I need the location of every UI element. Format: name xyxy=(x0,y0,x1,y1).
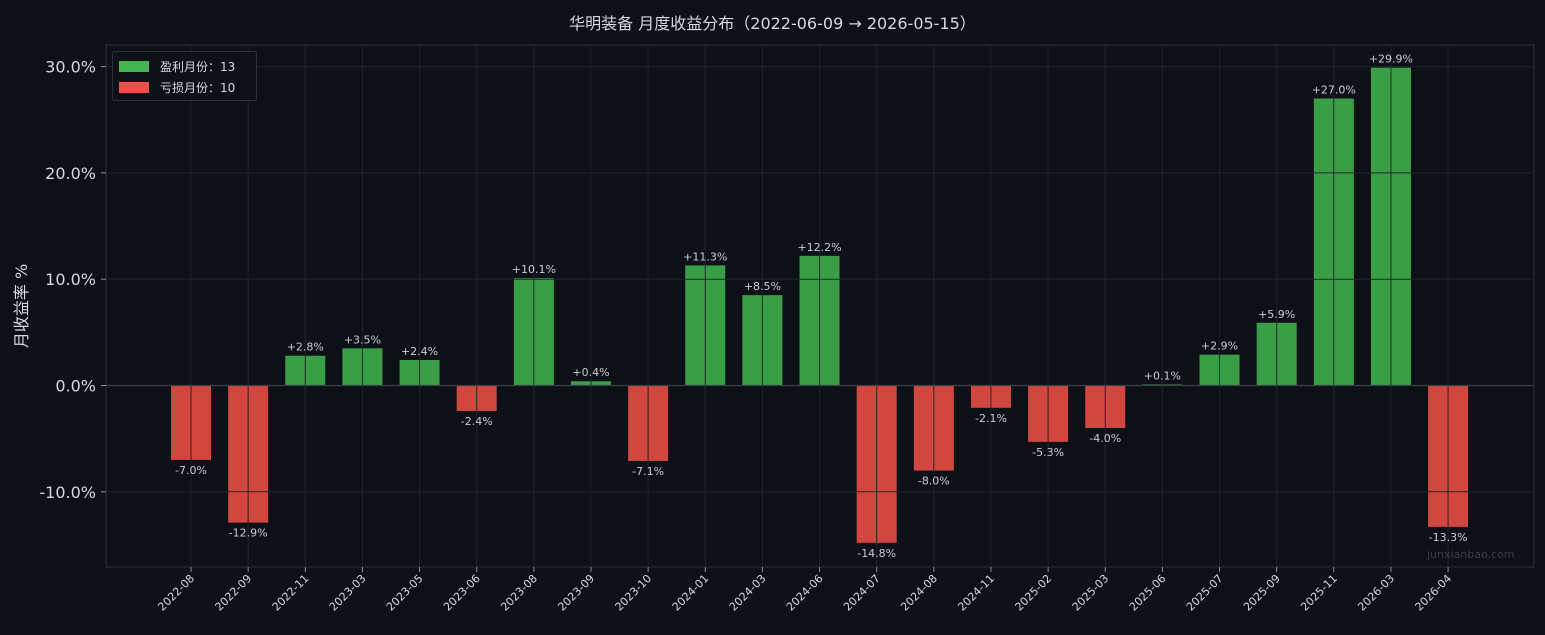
bar-value-label: -2.4% xyxy=(461,415,493,428)
bar-value-label: -8.0% xyxy=(918,475,950,488)
x-tick-label: 2025-03 xyxy=(1070,572,1112,614)
bar-value-label: +2.9% xyxy=(1201,340,1238,353)
bar-value-label: +12.2% xyxy=(797,241,841,254)
bar-value-label: +0.4% xyxy=(572,366,609,379)
x-tick-label: 2026-04 xyxy=(1413,572,1455,614)
bar-value-label: -13.3% xyxy=(1429,531,1468,544)
legend-swatch-loss xyxy=(119,81,149,93)
x-tick-label: 2026-03 xyxy=(1355,572,1397,614)
y-tick-label: 0.0% xyxy=(55,377,96,396)
chart-title: 华明装备 月度收益分布（2022-06-09 → 2026-05-15） xyxy=(569,14,976,33)
x-tick-label: 2025-06 xyxy=(1127,572,1169,614)
y-tick-label: -10.0% xyxy=(39,483,96,502)
x-tick-label: 2025-02 xyxy=(1013,572,1055,614)
bar-value-label: +27.0% xyxy=(1312,83,1356,96)
bar-value-label: +2.4% xyxy=(401,345,438,358)
x-tick-label: 2023-06 xyxy=(441,572,483,614)
bar-value-label: +3.5% xyxy=(344,333,381,346)
x-tick-label: 2025-09 xyxy=(1241,572,1283,614)
x-tick-label: 2025-11 xyxy=(1298,572,1340,614)
x-tick-label: 2023-03 xyxy=(327,572,369,614)
x-tick-label: 2024-03 xyxy=(727,572,769,614)
bar-value-label: +8.5% xyxy=(744,280,781,293)
legend: 盈利月份：13 亏损月份：10 xyxy=(112,51,257,101)
x-tick-label: 2025-07 xyxy=(1184,572,1226,614)
bar-value-label: -4.0% xyxy=(1089,432,1121,445)
x-tick-label: 2023-09 xyxy=(555,572,597,614)
bar-value-label: -12.9% xyxy=(229,527,268,540)
x-tick-label: 2022-11 xyxy=(270,572,312,614)
bar-value-label: +0.1% xyxy=(1144,369,1181,382)
y-axis-label: 月收益率 % xyxy=(12,264,31,348)
x-tick-label: 2024-06 xyxy=(784,572,826,614)
bar-value-label: -5.3% xyxy=(1032,446,1064,459)
x-tick-label: 2022-09 xyxy=(213,572,255,614)
y-tick-label: 10.0% xyxy=(45,270,96,289)
bar-value-label: -14.8% xyxy=(857,547,896,560)
bar-value-label: -7.1% xyxy=(632,465,664,478)
watermark: junxianbao.com xyxy=(1427,548,1515,561)
x-tick-label: 2024-01 xyxy=(670,572,712,614)
legend-item-profit: 盈利月份：13 xyxy=(119,57,235,75)
bar-value-label: +11.3% xyxy=(683,250,727,263)
bar-value-label: +2.8% xyxy=(287,341,324,354)
bar-value-label: +10.1% xyxy=(512,263,556,276)
x-tick-label: 2023-05 xyxy=(384,572,426,614)
x-tick-label: 2024-08 xyxy=(898,572,940,614)
x-tick-label: 2023-08 xyxy=(498,572,540,614)
y-tick-label: 20.0% xyxy=(45,164,96,183)
x-tick-label: 2024-11 xyxy=(955,572,997,614)
legend-label-profit: 盈利月份：13 xyxy=(160,59,236,74)
bar-value-label: -2.1% xyxy=(975,412,1007,425)
legend-label-loss: 亏损月份：10 xyxy=(160,80,236,95)
x-tick-label: 2023-10 xyxy=(613,572,655,614)
x-tick-label: 2022-08 xyxy=(155,572,197,614)
x-tick-label: 2024-07 xyxy=(841,572,883,614)
legend-item-loss: 亏损月份：10 xyxy=(119,78,235,96)
legend-swatch-profit xyxy=(119,60,149,72)
y-tick-label: 30.0% xyxy=(45,58,96,77)
bar-value-label: +5.9% xyxy=(1258,308,1295,321)
bar-value-label: -7.0% xyxy=(175,464,207,477)
bar-value-label: +29.9% xyxy=(1369,53,1413,66)
